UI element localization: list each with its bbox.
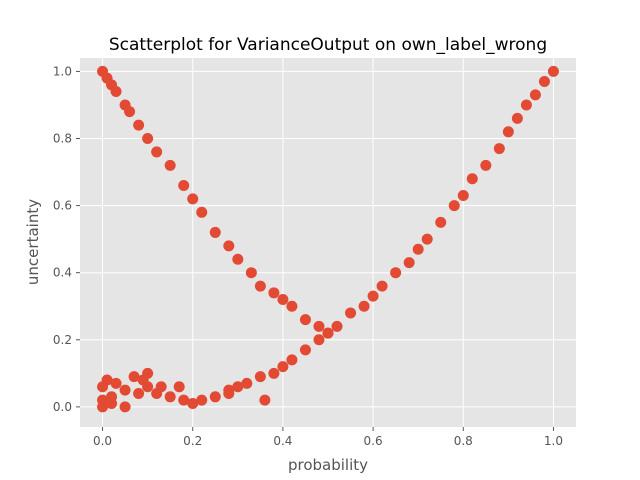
x-axis-label: probability bbox=[288, 456, 368, 474]
y-tick-label: 0.8 bbox=[53, 132, 72, 146]
data-point bbox=[322, 327, 334, 339]
data-point bbox=[133, 119, 145, 131]
gridlines bbox=[80, 58, 576, 427]
data-point bbox=[101, 374, 113, 386]
data-point bbox=[187, 193, 199, 205]
x-axis-ticks: 0.0 0.2 0.4 0.6 0.8 1.0 bbox=[93, 427, 563, 448]
data-point bbox=[151, 146, 163, 158]
data-point bbox=[155, 381, 167, 393]
x-tick-label: 1.0 bbox=[544, 434, 563, 448]
data-point bbox=[164, 159, 176, 171]
data-point bbox=[299, 344, 311, 356]
data-point bbox=[187, 398, 199, 410]
data-point bbox=[196, 206, 208, 218]
scatter-points bbox=[97, 65, 559, 413]
data-point bbox=[277, 294, 289, 306]
data-point bbox=[133, 387, 145, 399]
y-tick-label: 0.0 bbox=[53, 400, 72, 414]
data-point bbox=[254, 280, 266, 292]
data-point bbox=[209, 391, 221, 403]
data-point bbox=[448, 200, 460, 212]
data-point bbox=[286, 354, 298, 366]
data-point bbox=[164, 391, 176, 403]
data-point bbox=[390, 267, 402, 279]
data-point bbox=[538, 75, 550, 87]
data-point bbox=[137, 374, 149, 386]
data-point bbox=[547, 65, 559, 77]
data-point bbox=[245, 267, 257, 279]
data-point bbox=[520, 99, 532, 111]
data-point bbox=[142, 133, 154, 145]
y-tick-label: 0.6 bbox=[53, 199, 72, 213]
y-tick-label: 1.0 bbox=[53, 64, 72, 78]
data-point bbox=[299, 314, 311, 326]
data-point bbox=[435, 216, 447, 228]
data-point bbox=[277, 361, 289, 373]
data-point bbox=[403, 257, 415, 269]
data-point bbox=[178, 394, 190, 406]
x-tick-label: 0.2 bbox=[183, 434, 202, 448]
data-point bbox=[376, 280, 388, 292]
data-point bbox=[457, 190, 469, 202]
data-point bbox=[313, 334, 325, 346]
data-point bbox=[259, 394, 271, 406]
y-axis-ticks: 0.0 0.2 0.4 0.6 0.8 1.0 bbox=[53, 64, 80, 414]
data-point bbox=[493, 143, 505, 155]
data-point bbox=[480, 159, 492, 171]
data-point bbox=[196, 394, 208, 406]
data-point bbox=[178, 179, 190, 191]
data-point bbox=[128, 371, 140, 383]
data-point bbox=[232, 381, 244, 393]
data-point bbox=[466, 173, 478, 185]
y-tick-label: 0.2 bbox=[53, 333, 72, 347]
data-point bbox=[110, 377, 122, 389]
data-point bbox=[232, 253, 244, 265]
data-point bbox=[119, 401, 131, 413]
data-point bbox=[412, 243, 424, 255]
data-point bbox=[97, 401, 109, 413]
data-point bbox=[110, 86, 122, 98]
data-point bbox=[331, 320, 343, 332]
data-point bbox=[106, 398, 118, 410]
data-point bbox=[529, 89, 541, 101]
data-point bbox=[268, 367, 280, 379]
y-axis-label: uncertainty bbox=[24, 199, 42, 285]
data-point bbox=[358, 300, 370, 312]
x-tick-label: 0.6 bbox=[364, 434, 383, 448]
data-point bbox=[511, 112, 523, 124]
data-point bbox=[313, 320, 325, 332]
x-tick-label: 0.0 bbox=[93, 434, 112, 448]
data-point bbox=[223, 387, 235, 399]
data-point bbox=[254, 371, 266, 383]
data-point bbox=[268, 287, 280, 299]
y-tick-label: 0.4 bbox=[53, 266, 72, 280]
data-point bbox=[209, 226, 221, 238]
data-point bbox=[223, 240, 235, 252]
data-point bbox=[421, 233, 433, 245]
data-point bbox=[367, 290, 379, 302]
data-point bbox=[286, 300, 298, 312]
data-point bbox=[502, 126, 514, 138]
data-point bbox=[241, 377, 253, 389]
data-point bbox=[173, 381, 185, 393]
data-point bbox=[124, 106, 136, 118]
plot-panel bbox=[80, 58, 576, 427]
data-point bbox=[119, 384, 131, 396]
chart-title: Scatterplot for VarianceOutput on own_la… bbox=[109, 35, 547, 55]
x-tick-label: 0.8 bbox=[454, 434, 473, 448]
x-tick-label: 0.4 bbox=[273, 434, 292, 448]
data-point bbox=[345, 307, 357, 319]
